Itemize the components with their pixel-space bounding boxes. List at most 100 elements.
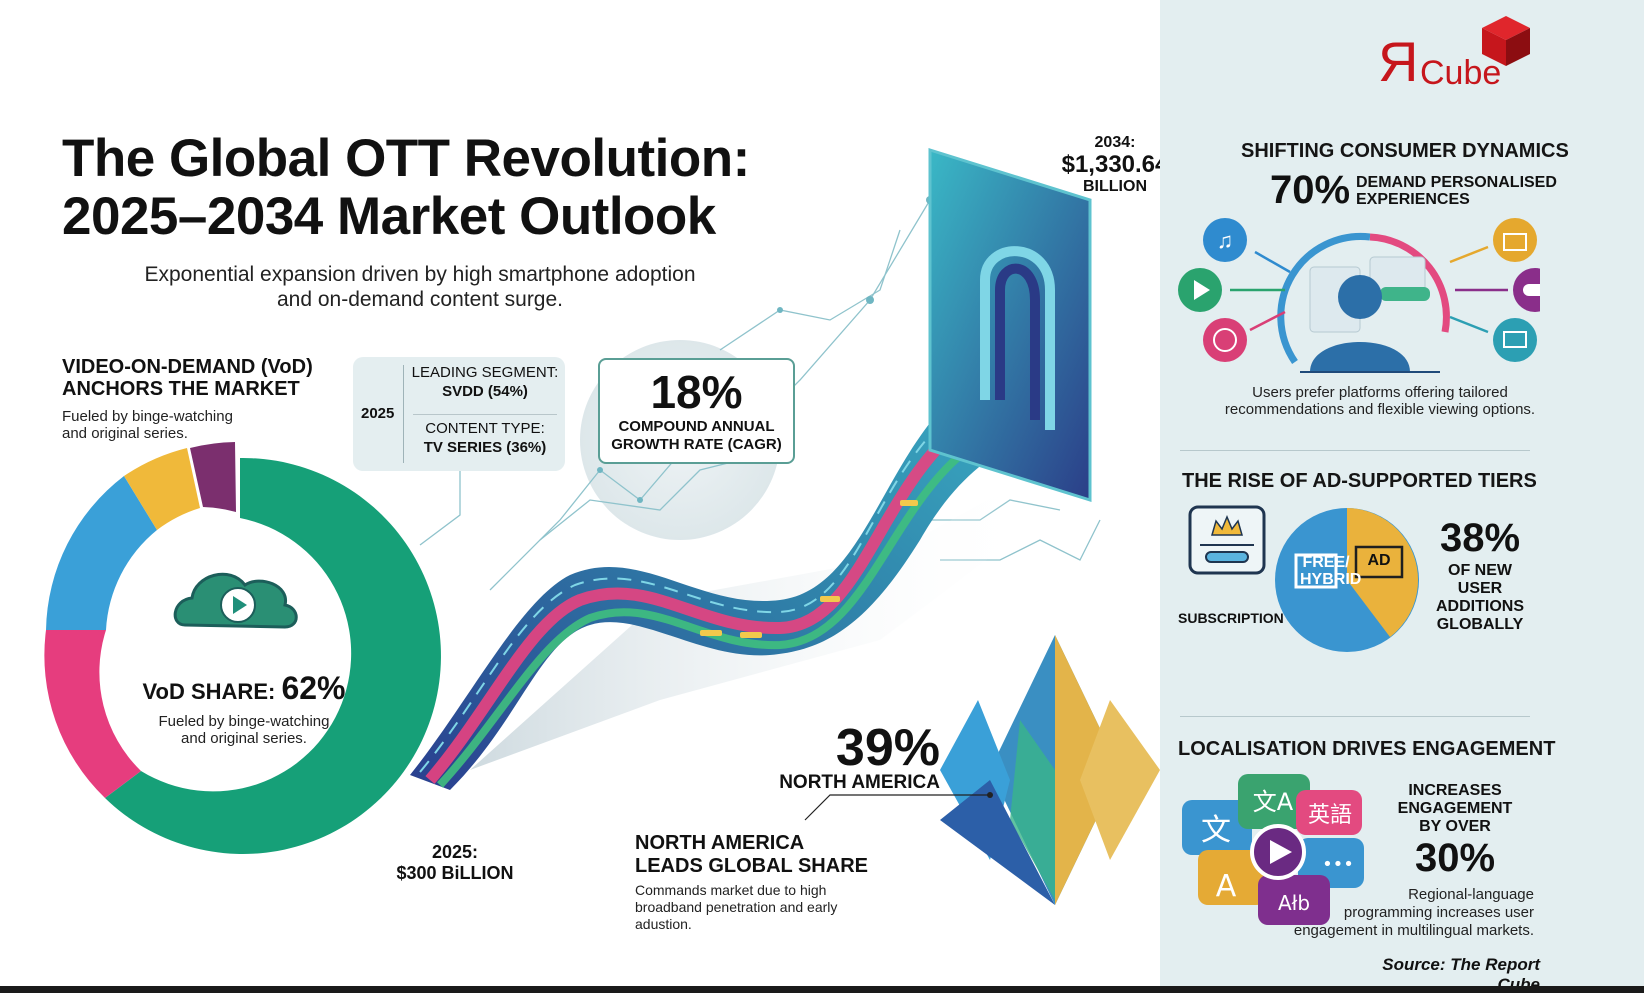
end-value: $1,330.64 (1061, 151, 1169, 178)
ads-pct: 38% (1439, 516, 1521, 560)
ads-pct-label-2: USER (1457, 580, 1503, 597)
segment-value: SVDD (54%) (442, 383, 528, 400)
svg-text:A: A (1216, 869, 1237, 904)
localisation-section-title: LOCALISATION DRIVES ENGAGEMENT (1178, 738, 1556, 760)
sidebar-panel: Я Cube SHIFTING CONSUMER DYNAMICS 70% DE… (1160, 0, 1644, 993)
north-america-desc: Commands market due to high broadband pe… (635, 882, 875, 933)
end-unit: BILLION (1083, 178, 1147, 195)
na-desc-line-2: broadband penetration and early (635, 899, 838, 915)
ads-section-title: THE RISE OF AD-SUPPORTED TIERS (1182, 470, 1537, 492)
north-america-label: NORTH AMERICA (779, 772, 940, 793)
north-america-crystal-icon (940, 635, 1160, 905)
vod-heading-line-1: VIDEO-ON-DEMAND (VoD) (62, 356, 313, 378)
info-card-2025: 2025 LEADING SEGMENT: SVDD (54%) CONTENT… (353, 357, 565, 471)
subscription-icon (1188, 505, 1266, 575)
ads-pct-label: OF NEW USER ADDITIONS GLOBALLY (1420, 562, 1540, 634)
divider (413, 414, 557, 415)
image-icon (1294, 553, 1338, 589)
section-divider (1180, 450, 1530, 451)
ads-pct-label-4: GLOBALLY (1436, 616, 1524, 633)
title-line-2: 2025–2034 Market Outlook (62, 187, 716, 246)
localisation-desc: Regional-language programming increases … (1270, 886, 1534, 940)
ad-tier-pie (1275, 508, 1419, 652)
vod-share-desc: Fueled by binge-watching and original se… (124, 713, 364, 747)
book-icon (1493, 318, 1537, 362)
subtitle-line-1: Exponential expansion driven by high sma… (144, 263, 696, 286)
music-icon: ♫ (1203, 218, 1247, 262)
consumer-section-title: SHIFTING CONSUMER DYNAMICS (1241, 140, 1569, 162)
segment-label: LEADING SEGMENT: (411, 364, 559, 381)
na-heading-line-2: LEADS GLOBAL SHARE (635, 855, 868, 877)
vod-heading-line-2: ANCHORS THE MARKET (62, 378, 300, 400)
ads-pct-label-1: OF NEW (1448, 562, 1512, 579)
free-label-2: HYBRID (1300, 571, 1362, 588)
personalisation-illustration: ♫ (1178, 218, 1540, 373)
page-title: The Global OTT Revolution: 2025–2034 Mar… (62, 130, 750, 246)
consumer-pct-label-1: DEMAND PERSONALISED (1356, 174, 1557, 191)
vod-share-center: VoD SHARE: 62% Fueled by binge-watching … (124, 670, 364, 747)
vod-share-stat: VoD SHARE: 62% (124, 670, 364, 707)
loc-desc-1: Regional-language (1408, 886, 1534, 903)
start-year: 2025: (431, 842, 479, 862)
vod-donut-chart (44, 442, 441, 854)
title-line-1: The Global OTT Revolution: (62, 129, 750, 188)
cloud-play-icon (173, 572, 298, 629)
vod-section-heading: VIDEO-ON-DEMAND (VoD) ANCHORS THE MARKET (62, 356, 313, 400)
loc-stat-3: BY OVER (1419, 818, 1491, 835)
svg-text:文: 文 (1201, 813, 1231, 848)
vod-desc-line-2: and original series. (62, 425, 188, 442)
consumer-pct: 70% (1270, 168, 1351, 212)
film-reel-icon (1203, 318, 1247, 362)
subtitle-line-2: and on-demand content surge. (276, 288, 564, 311)
loc-stat-1: INCREASES (1408, 782, 1502, 799)
vod-share-value: 62% (281, 670, 346, 706)
leading-segment: LEADING SEGMENT: SVDD (54%) (408, 363, 562, 401)
market-2034-label: 2034: $1,330.64 BILLION (1060, 134, 1170, 196)
na-desc-line-1: Commands market due to high (635, 882, 827, 898)
cagr-label: COMPOUND ANNUAL GROWTH RATE (CAGR) (600, 418, 793, 454)
north-america-heading: NORTH AMERICA LEADS GLOBAL SHARE (635, 832, 868, 878)
cagr-value: 18% (650, 366, 743, 418)
clapperboard-icon (1493, 218, 1537, 262)
page-subtitle: Exponential expansion driven by high sma… (120, 262, 720, 312)
divider (403, 365, 404, 463)
vod-share-label: VoD SHARE: (142, 679, 276, 704)
svg-text:英語: 英語 (1308, 803, 1352, 828)
vod-section-desc: Fueled by binge-watching and original se… (62, 408, 233, 442)
content-value: TV SERIES (36%) (423, 439, 547, 456)
cagr-label-line-2: GROWTH RATE (CAGR) (611, 436, 782, 453)
section-divider (1180, 716, 1530, 717)
ad-badge-icon (1354, 545, 1404, 579)
content-type: CONTENT TYPE: TV SERIES (36%) (408, 419, 562, 457)
vod-share-desc-line-2: and original series. (181, 730, 307, 747)
user-profile-icon (1300, 256, 1440, 373)
north-america-pct: 39% (835, 719, 940, 777)
free-hybrid-label: FREE/ HYBRID (1300, 554, 1362, 588)
gamepad-icon (1513, 268, 1540, 312)
language-bubbles-icon: 文 文A 英語 A Ałb ••• (1182, 774, 1364, 925)
consumer-pct-label-2: EXPERIENCES (1356, 191, 1470, 208)
main-infographic: The Global OTT Revolution: 2025–2034 Mar… (44, 129, 1169, 933)
svg-text:文A: 文A (1253, 788, 1294, 816)
consumer-pct-label: DEMAND PERSONALISED EXPERIENCES (1356, 174, 1557, 208)
ad-badge: AD (1367, 552, 1391, 569)
localisation-pct: 30% (1414, 836, 1496, 880)
bottom-border (0, 986, 1644, 993)
cagr-callout: 18% COMPOUND ANNUAL GROWTH RATE (CAGR) (598, 358, 795, 464)
logo-text: Cube (1420, 54, 1502, 92)
subscription-label: SUBSCRIPTION (1178, 610, 1284, 626)
loc-desc-2: programming increases user (1343, 904, 1534, 921)
cube-icon (1482, 16, 1530, 66)
vod-desc-line-1: Fueled by binge-watching (62, 408, 233, 425)
logo: Я Cube (1378, 16, 1548, 93)
svg-text:Ałb: Ałb (1278, 891, 1310, 915)
svg-text:•••: ••• (1322, 854, 1354, 875)
video-file-icon (1178, 268, 1222, 312)
consumer-desc: Users prefer platforms offering tailored… (1180, 384, 1580, 418)
consumer-desc-1: Users prefer platforms offering tailored (1252, 384, 1508, 401)
na-desc-line-3: adustion. (635, 916, 692, 932)
logo-letter: Я (1378, 30, 1419, 93)
start-value: $300 BiLLION (396, 863, 514, 883)
free-label-1: FREE/ (1302, 554, 1350, 571)
consumer-desc-2: recommendations and flexible viewing opt… (1224, 401, 1536, 418)
